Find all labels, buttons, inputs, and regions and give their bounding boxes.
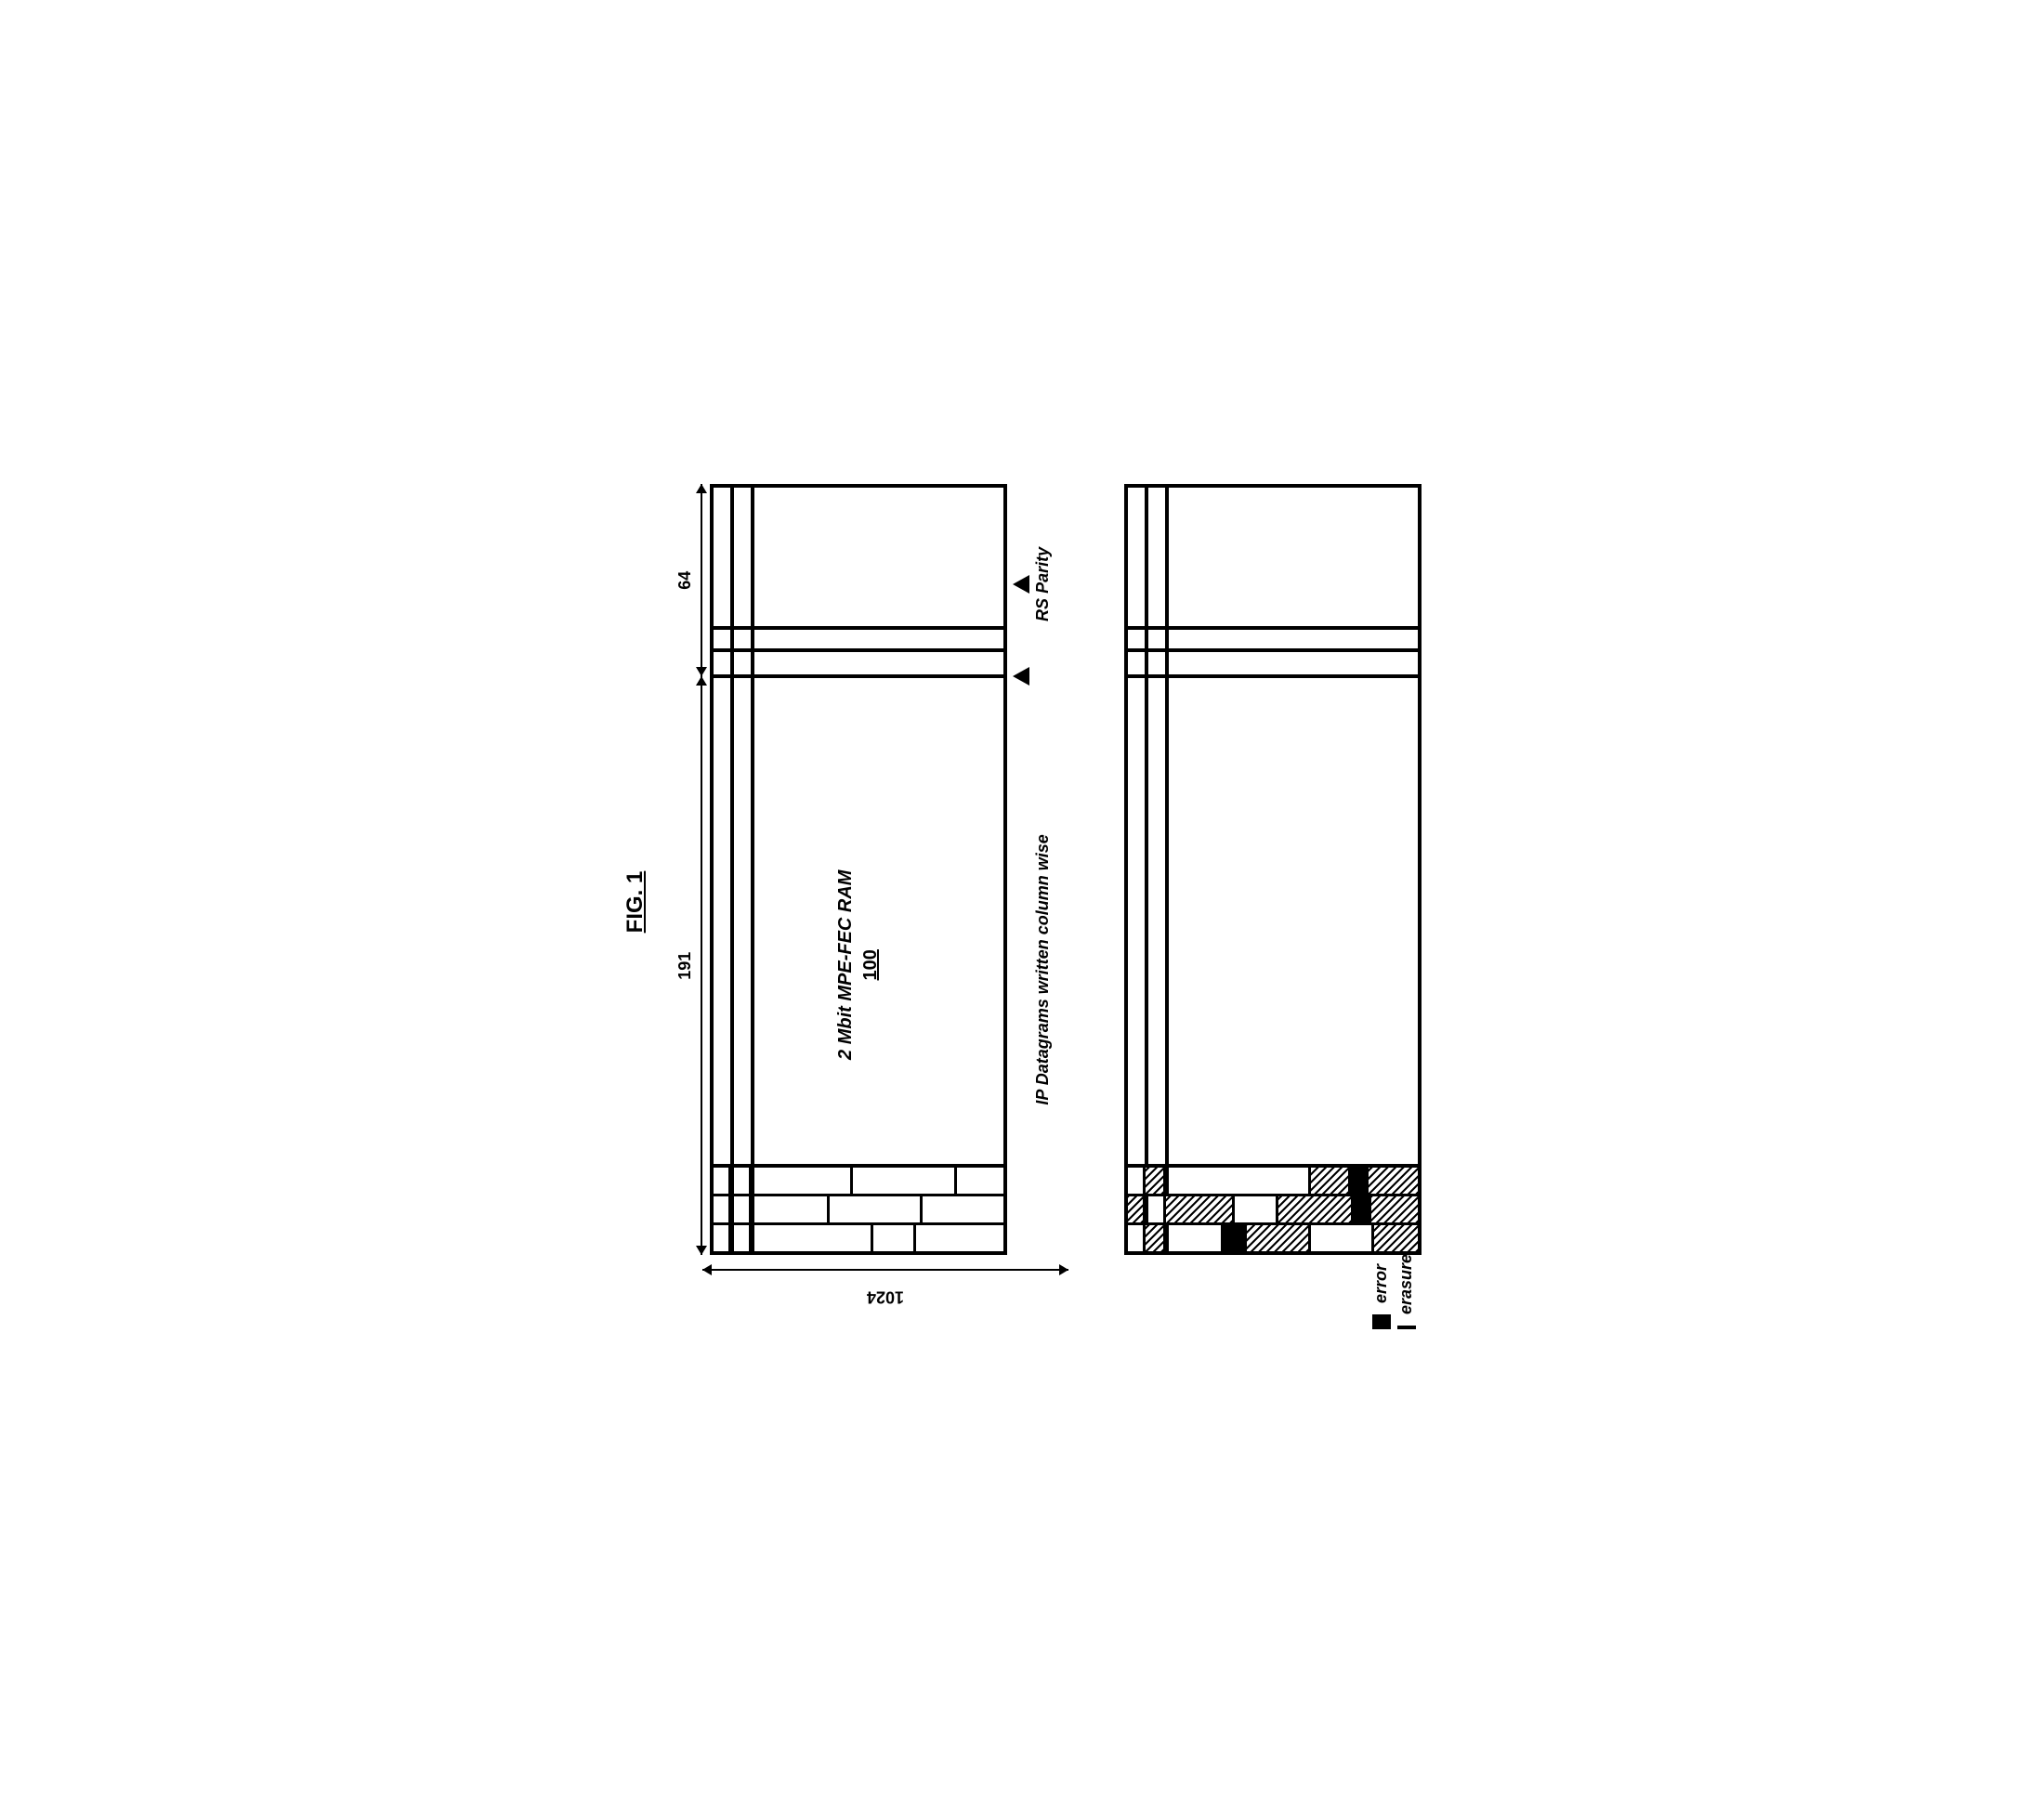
brick-cell (1146, 1168, 1166, 1194)
legend-swatch-erasure (1397, 1326, 1416, 1329)
dim-main-width-value: 191 (675, 951, 694, 979)
bricks-border (714, 1164, 1003, 1168)
brick-cell (1128, 1225, 1146, 1251)
legend-swatch-error (1372, 1314, 1391, 1329)
brick-cell (1235, 1196, 1278, 1222)
legend-erasure: erasure (1396, 1264, 1416, 1329)
mpe-fec-frame-top: 2 Mbit MPE-FEC RAM 100 (710, 484, 1007, 1255)
brick-column (714, 1168, 1003, 1194)
brick-cell (1224, 1225, 1247, 1251)
brick-cell (1128, 1168, 1146, 1194)
row-separator (1165, 488, 1169, 675)
brick-cell (853, 1168, 957, 1194)
brick-column (1128, 1222, 1418, 1251)
brick-cell (731, 1168, 752, 1194)
dim-arrow-icon (702, 1269, 1068, 1271)
brick-cell (830, 1196, 923, 1222)
top-dimensions: 191 64 (676, 484, 702, 1255)
brick-cell (1354, 1196, 1371, 1222)
brick-cell (714, 1225, 731, 1251)
mpe-fec-frame-bottom (1124, 484, 1422, 1255)
brick-cell (752, 1225, 873, 1251)
brick-cell (1278, 1196, 1354, 1222)
main-data-area (1128, 678, 1418, 1251)
brick-cell (1128, 1196, 1146, 1222)
figure-title: FIG. 1 (622, 484, 649, 1320)
brick-cell (1311, 1168, 1352, 1194)
brick-cell (714, 1196, 731, 1222)
datagram-bricks (714, 1168, 1003, 1251)
brick-cell (752, 1168, 853, 1194)
arrow-up-icon (1013, 574, 1029, 593)
under-arrows: IP Datagrams written column wise RS Pari… (1013, 484, 1068, 1255)
label-datagrams: IP Datagrams written column wise (1033, 830, 1053, 1108)
parity-col-separator (1128, 626, 1418, 630)
center-label-text: 2 Mbit MPE-FEC RAM (835, 869, 856, 1059)
parity-area (1128, 488, 1418, 679)
row-separator (1145, 488, 1148, 675)
parity-area (714, 488, 1003, 679)
brick-cell (1166, 1225, 1224, 1251)
brick-cell (714, 1168, 731, 1194)
datagram-bricks (1128, 1168, 1418, 1251)
dim-height-value: 1024 (867, 1287, 904, 1306)
brick-cell (916, 1225, 1003, 1251)
brick-column (1128, 1194, 1418, 1222)
main-data-area: 2 Mbit MPE-FEC RAM 100 (714, 678, 1003, 1251)
legend-error-label: error (1371, 1264, 1391, 1303)
row-separator (751, 488, 754, 675)
legend-error: error (1371, 1264, 1391, 1329)
brick-cell (1166, 1168, 1311, 1194)
bricks-border (1128, 1164, 1418, 1168)
brick-cell (1311, 1225, 1375, 1251)
brick-cell (731, 1196, 752, 1222)
parity-col-separator (1128, 648, 1418, 652)
brick-column (1128, 1168, 1418, 1194)
dim-height: 1024 (702, 1269, 1068, 1306)
brick-cell (1146, 1196, 1166, 1222)
frame-center-label: 2 Mbit MPE-FEC RAM 100 (835, 869, 882, 1059)
brick-cell (923, 1196, 1003, 1222)
figure-page: FIG. 1 191 64 1024 2 Mbit MP (622, 484, 1422, 1320)
brick-cell (1166, 1196, 1236, 1222)
dim-main-width: 191 (676, 676, 702, 1255)
brick-cell (873, 1225, 917, 1251)
brick-cell (1351, 1168, 1369, 1194)
bottom-frame-block (1124, 484, 1422, 1255)
brick-cell (957, 1168, 1003, 1194)
brick-cell (1369, 1168, 1418, 1194)
legend: error erasure (1366, 1264, 1422, 1329)
dim-arrow-icon (701, 484, 702, 677)
row-separator (730, 488, 734, 675)
legend-erasure-label: erasure (1396, 1253, 1416, 1313)
brick-column (714, 1194, 1003, 1222)
dim-parity-width: 64 (676, 484, 702, 677)
brick-cell (1146, 1225, 1166, 1251)
brick-cell (731, 1225, 752, 1251)
dim-parity-width-value: 64 (675, 570, 694, 589)
parity-col-separator (714, 626, 1003, 630)
brick-cell (752, 1196, 830, 1222)
label-parity: RS Parity (1033, 537, 1053, 630)
parity-col-separator (714, 648, 1003, 652)
dim-arrow-icon (701, 676, 702, 1255)
brick-column (714, 1222, 1003, 1251)
center-ref-number: 100 (860, 869, 882, 1059)
brick-cell (1247, 1225, 1311, 1251)
arrow-up-icon (1013, 667, 1029, 686)
brick-cell (1374, 1225, 1418, 1251)
top-frame-block: 191 64 1024 2 Mbit MPE-FEC RAM 100 (676, 484, 1068, 1255)
brick-cell (1371, 1196, 1418, 1222)
